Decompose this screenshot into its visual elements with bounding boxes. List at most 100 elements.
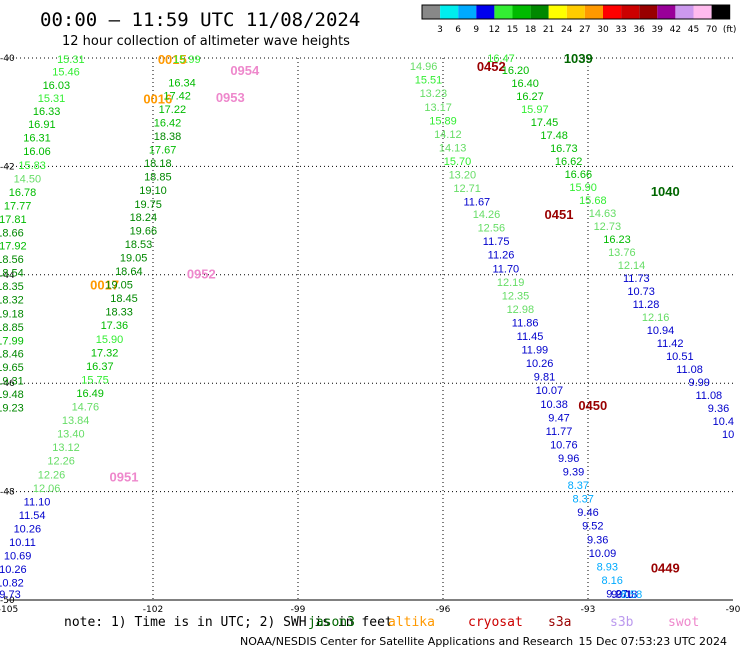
map-grid bbox=[8, 57, 733, 601]
wave-height-label: 14.12 bbox=[434, 129, 462, 141]
wave-height-label: 9.18 bbox=[616, 589, 637, 601]
wave-height-label: 19.31 bbox=[0, 375, 24, 387]
wave-height-label: 17.81 bbox=[0, 214, 27, 226]
mission-legend-jason3: jason3 bbox=[308, 615, 355, 630]
pass-label: 0016 bbox=[143, 92, 172, 107]
pass-labels: 0015 0016 0017 0954 0953 0952 0951 0452 0451 0450… bbox=[90, 51, 680, 575]
wave-height-label: 8.37 bbox=[568, 480, 589, 492]
pass-label: 0953 bbox=[216, 90, 245, 105]
y-tick-label: -40 bbox=[0, 54, 15, 64]
wave-height-label: 11.45 bbox=[517, 331, 544, 343]
colorbar-swatch bbox=[476, 5, 495, 19]
wave-height-label: 12.73 bbox=[594, 221, 622, 233]
wave-height-label: 18.46 bbox=[0, 348, 24, 360]
colorbar-label: 45 bbox=[688, 25, 699, 35]
wave-height-label: 18.32 bbox=[0, 295, 24, 307]
wave-height-label: 13.12 bbox=[52, 442, 80, 454]
wave-height-label: 17.32 bbox=[91, 347, 119, 359]
wave-height-label: 18.38 bbox=[154, 131, 182, 143]
y-tick-label: -46 bbox=[0, 379, 15, 389]
colorbar-label: 21 bbox=[543, 25, 554, 35]
x-tick-label: -99 bbox=[291, 605, 306, 615]
wave-height-label: 17.99 bbox=[0, 335, 24, 347]
wave-height-label: 11.08 bbox=[695, 390, 722, 402]
pass-label: 0954 bbox=[230, 63, 260, 78]
wave-height-label: 12.98 bbox=[507, 304, 535, 316]
wave-height-label: 11.86 bbox=[512, 317, 539, 329]
colorbar-swatch bbox=[566, 5, 585, 19]
wave-height-label: 12.06 bbox=[33, 483, 61, 495]
colorbar-label: 12 bbox=[489, 25, 500, 35]
wave-height-label: 16.66 bbox=[565, 169, 593, 181]
wave-height-label: 14.13 bbox=[439, 142, 467, 154]
y-tick-label: -48 bbox=[0, 488, 15, 498]
wave-height-label: 18.45 bbox=[110, 293, 138, 305]
colorbar-legend: 3 6 9 12 15 18 21 24 27 30 33 36 39 42 45 70 (ft) bbox=[421, 4, 736, 35]
wave-height-label: 9.39 bbox=[563, 467, 584, 479]
wave-height-label: 16.33 bbox=[33, 106, 61, 118]
wave-height-label: 11.73 bbox=[623, 273, 650, 285]
wave-height-label: 10.4 bbox=[713, 416, 734, 428]
x-tick-label: -93 bbox=[581, 605, 596, 615]
wave-height-label: 8.93 bbox=[597, 561, 618, 573]
wave-height-label: 8.37 bbox=[572, 494, 593, 506]
pass-label: 0449 bbox=[651, 560, 680, 575]
wave-height-label: 18.85 bbox=[0, 322, 24, 334]
wave-height-label: 12.26 bbox=[38, 469, 66, 481]
colorbar-label: 30 bbox=[597, 25, 609, 35]
wave-height-label: 19.75 bbox=[134, 199, 162, 211]
pass-label: 0451 bbox=[545, 207, 574, 222]
chart-subtitle: 12 hour collection of altimeter wave hei… bbox=[62, 34, 350, 49]
wave-height-label: 11.75 bbox=[483, 236, 510, 248]
timestamp: 15 Dec 07:53:23 UTC 2024 bbox=[579, 635, 727, 648]
wave-height-label: 16.31 bbox=[23, 133, 51, 145]
wave-height-label: 11.42 bbox=[657, 338, 684, 350]
wave-height-label: 17.92 bbox=[0, 241, 27, 253]
mission-legend: jason3 altika cryosat s3a s3b swot bbox=[308, 615, 699, 630]
wave-height-label: 18.85 bbox=[144, 172, 172, 184]
colorbar-swatch bbox=[675, 5, 694, 19]
wave-height-label: 18.64 bbox=[115, 266, 143, 278]
x-tick-label: -102 bbox=[143, 605, 163, 615]
wave-height-label: 9.47 bbox=[548, 412, 569, 424]
wave-height-label: 14.76 bbox=[72, 402, 100, 414]
wave-height-label: 9.99 bbox=[688, 377, 709, 389]
colorbar-label: 27 bbox=[579, 25, 590, 35]
pass-label: 1040 bbox=[651, 184, 680, 199]
wave-height-label: 16.37 bbox=[86, 361, 114, 373]
wave-height-label: 14.63 bbox=[589, 208, 617, 220]
pass-label: 0952 bbox=[187, 267, 216, 282]
wave-height-label: 11.26 bbox=[488, 250, 515, 262]
wave-height-label: 16.20 bbox=[502, 65, 530, 77]
colorbar-swatch bbox=[603, 5, 622, 19]
wave-height-label: 12.19 bbox=[497, 277, 525, 289]
colorbar-label: 36 bbox=[633, 25, 645, 35]
wave-height-label: 16.49 bbox=[76, 388, 104, 400]
wave-height-label: 15.75 bbox=[81, 374, 109, 386]
x-tick-label: -90 bbox=[726, 605, 740, 615]
colorbar-swatch bbox=[548, 5, 567, 19]
wave-height-label: 10.09 bbox=[589, 548, 617, 560]
wave-height-label: 15.31 bbox=[57, 54, 85, 66]
pass-label: 0017 bbox=[90, 278, 119, 293]
wave-height-label: 9.36 bbox=[587, 534, 608, 546]
wave-height-label: 15.70 bbox=[444, 156, 472, 168]
wave-height-label: 8.58 bbox=[621, 589, 642, 601]
colorbar-label: 6 bbox=[455, 25, 461, 35]
wave-height-label: 12.56 bbox=[478, 223, 506, 235]
wave-height-label: 19.05 bbox=[105, 280, 133, 292]
wave-height-label: 12.71 bbox=[453, 183, 481, 195]
wave-height-label: 9.36 bbox=[708, 403, 729, 415]
wave-height-label: 19.23 bbox=[0, 403, 24, 415]
wave-height-label: 16.23 bbox=[603, 234, 631, 246]
y-tick-label: -50 bbox=[0, 596, 15, 606]
wave-height-label: 15.46 bbox=[52, 67, 80, 79]
wave-height-label: 11.10 bbox=[24, 496, 51, 508]
wave-height-label: 10.26 bbox=[14, 523, 42, 535]
colorbar-frame bbox=[421, 4, 731, 20]
wave-height-label: 15.51 bbox=[415, 75, 443, 87]
colorbar-label: 42 bbox=[670, 25, 681, 35]
wave-height-label: 12.35 bbox=[502, 290, 530, 302]
wave-height-label: 16.73 bbox=[550, 143, 578, 155]
